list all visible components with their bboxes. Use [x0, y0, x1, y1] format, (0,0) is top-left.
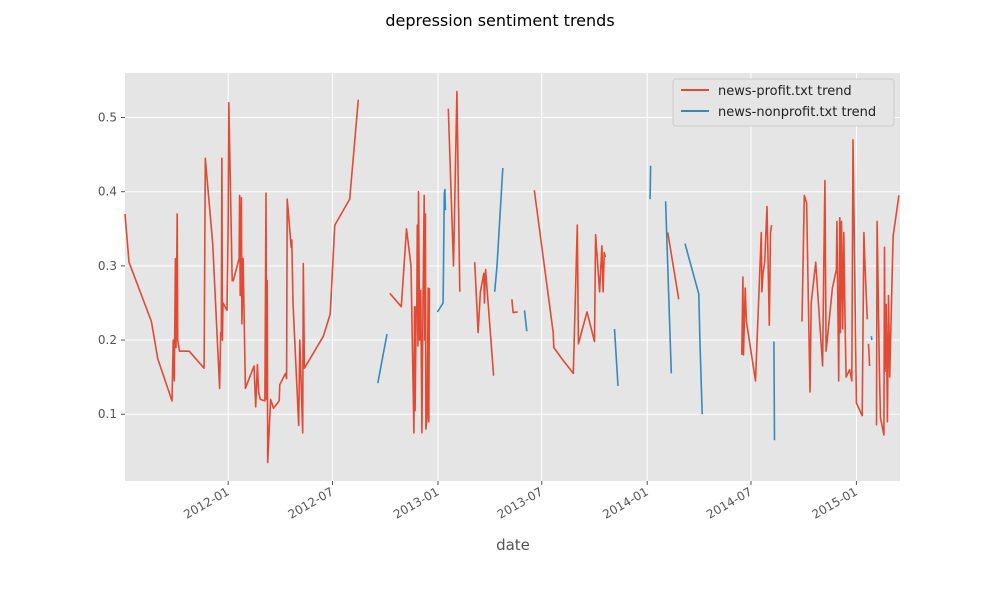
x-tick-label: 2014-01 [600, 484, 650, 521]
x-tick-label: 2013-01 [391, 484, 441, 521]
x-tick-label: 2013-07 [495, 484, 545, 521]
series-line-segment [801, 139, 869, 417]
series-line-segment [377, 333, 388, 384]
series-line-segment [124, 99, 360, 464]
series-line-segment [664, 201, 673, 374]
series-line-segment [523, 310, 528, 332]
legend-label-nonprofit: news-nonprofit.txt trend [718, 105, 876, 120]
legend-box [672, 78, 895, 127]
x-tick-label: 2015-01 [810, 484, 860, 521]
y-tick-label: 0.2 [98, 333, 117, 347]
series-nonprofit [377, 165, 873, 441]
series-line-segment [389, 190, 431, 434]
series-line-segment [493, 167, 504, 292]
series-line-segment [511, 299, 518, 314]
plot-area [125, 73, 900, 481]
series-layer [124, 90, 900, 464]
series-line-segment [684, 243, 703, 415]
series-line-segment [436, 188, 447, 313]
series-line-segment [875, 195, 900, 436]
y-tick-label: 0.1 [98, 407, 117, 421]
x-tick-label: 2012-07 [286, 484, 336, 521]
y-tick-label: 0.5 [98, 111, 117, 125]
series-line-segment [447, 90, 461, 292]
x-tick-label: 2012-01 [181, 484, 231, 521]
chart-title: depression sentiment trends [385, 11, 614, 30]
series-profit [124, 90, 900, 464]
series-line-segment [741, 205, 773, 382]
x-axis-label: date [496, 536, 530, 554]
legend-label-profit: news-profit.txt trend [718, 84, 852, 99]
grid-lines [125, 73, 900, 481]
x-tick-label: 2014-07 [704, 484, 754, 521]
series-line-segment [870, 336, 873, 341]
y-tick-label: 0.4 [98, 185, 117, 199]
y-tick-label: 0.3 [98, 259, 117, 273]
x-axis-ticks: 2012-01 2012-07 2013-01 2013-07 2014-01 2014-… [181, 481, 860, 522]
series-line-segment [867, 343, 871, 367]
y-axis-ticks: 0.1 0.2 0.3 0.4 0.5 [98, 111, 125, 421]
series-line-segment [533, 190, 607, 375]
series-line-segment [667, 232, 680, 300]
series-line-segment [773, 341, 776, 441]
series-line-segment [649, 165, 652, 200]
legend: news-profit.txt trend news-nonprofit.txt… [672, 78, 895, 127]
series-line-segment [473, 262, 495, 376]
series-line-segment [613, 328, 619, 387]
